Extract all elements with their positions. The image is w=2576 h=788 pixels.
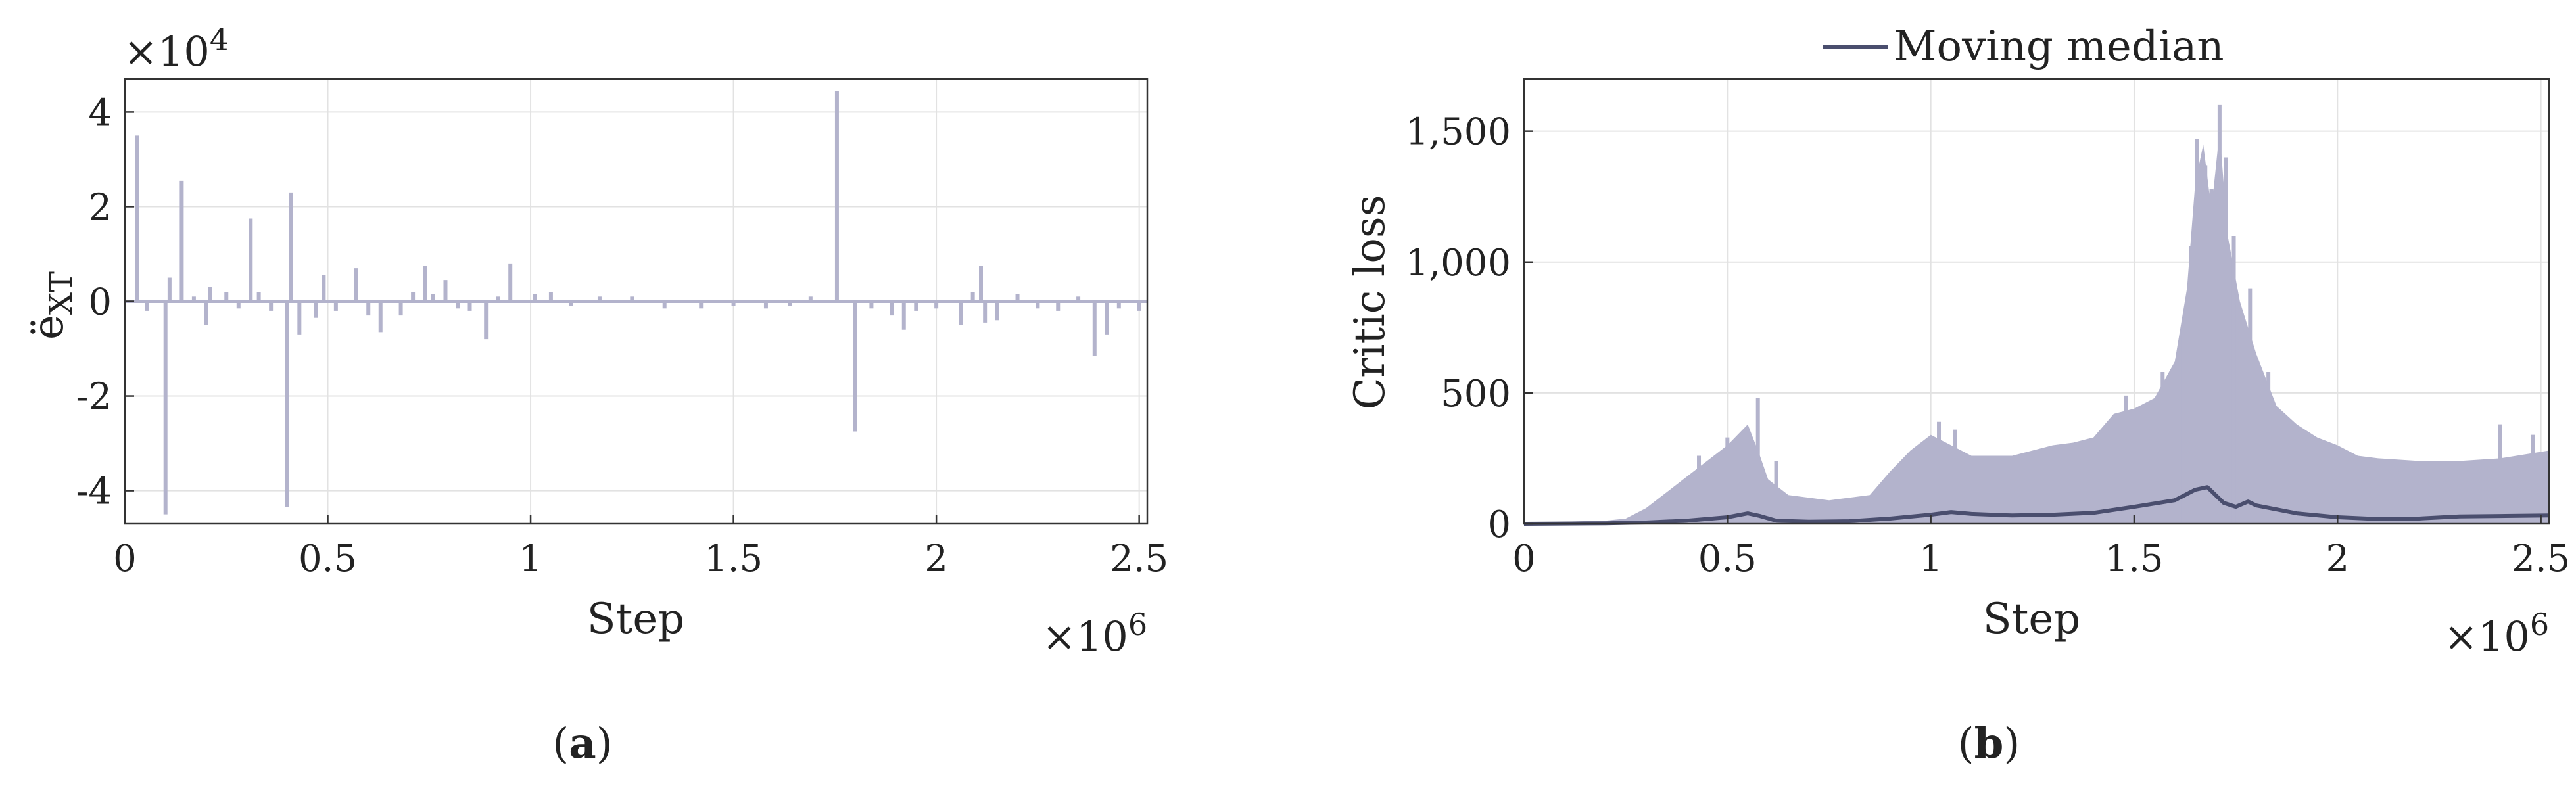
chart-b-xtick-label: 1 [1919, 538, 1943, 580]
chart-b-ytick-label: 0 [1487, 503, 1511, 546]
chart-a-xtick-label: 0 [113, 538, 137, 580]
chart-a-y-multiplier: ×104 [124, 22, 229, 76]
chart-b-x-axis-label: Step [1983, 595, 2080, 643]
chart-b-loss-area [1524, 104, 2549, 524]
chart-b-legend: Moving median [1823, 22, 2224, 71]
chart-a-x-multiplier: ×106 [1042, 607, 1147, 661]
chart-a-y-axis-label: ëXT [24, 271, 80, 340]
chart-b-ytick-label: 1,000 [1406, 242, 1511, 285]
chart-b-ytick-label: 1,500 [1406, 111, 1511, 154]
legend-entry-label: Moving median [1894, 22, 2224, 71]
chart-a-ytick-label: 2 [88, 186, 112, 229]
chart-a-xtick-label: 1 [519, 538, 542, 580]
chart-a-x-axis-label: Step [587, 595, 684, 643]
chart-a-panel-label: (a) [552, 719, 612, 768]
chart-b-xtick-label: 0.5 [1698, 538, 1757, 580]
chart-a: 0 0.5 1 1.5 2 2.5 4 2 0 -2 -4 ×104 ×106 Step ëXT (… [24, 22, 1168, 768]
chart-b-plot-frame [1523, 78, 2550, 525]
chart-b-x-multiplier: ×106 [2444, 607, 2549, 661]
chart-b-xtick-label: 0 [1512, 538, 1536, 580]
chart-b-moving-median [1523, 485, 2550, 526]
chart-a-ytick-label: 4 [88, 91, 112, 134]
chart-b-median-line [1523, 485, 2550, 526]
chart-a-ytick-label: 0 [88, 281, 112, 324]
chart-a-xtick-label: 2.5 [1110, 538, 1168, 580]
chart-b-xtick-label: 2 [2326, 538, 2349, 580]
chart-b: 0 0.5 1 1.5 2 2.5 0 500 1,000 1,500 Moving median… [1346, 22, 2570, 768]
chart-b-ticks: 0 0.5 1 1.5 2 2.5 0 500 1,000 1,500 [1406, 111, 2570, 580]
chart-a-xtick-label: 2 [924, 538, 948, 580]
chart-b-xtick-label: 2.5 [2512, 538, 2570, 580]
chart-b-panel-label: (b) [1958, 719, 2020, 768]
chart-a-spikes [125, 91, 1147, 515]
chart-b-xtick-label: 1.5 [2105, 538, 2163, 580]
chart-a-ytick-label: -4 [76, 471, 112, 513]
chart-b-ytick-label: 500 [1441, 373, 1511, 415]
chart-b-loss-envelope [1524, 131, 2549, 524]
chart-a-ticks: 0 0.5 1 1.5 2 2.5 4 2 0 -2 -4 [76, 91, 1168, 580]
chart-a-xtick-label: 0.5 [298, 538, 357, 580]
chart-b-y-axis-label: Critic loss [1346, 195, 1395, 409]
chart-a-xtick-label: 1.5 [704, 538, 763, 580]
chart-a-ytick-label: -2 [76, 376, 112, 419]
